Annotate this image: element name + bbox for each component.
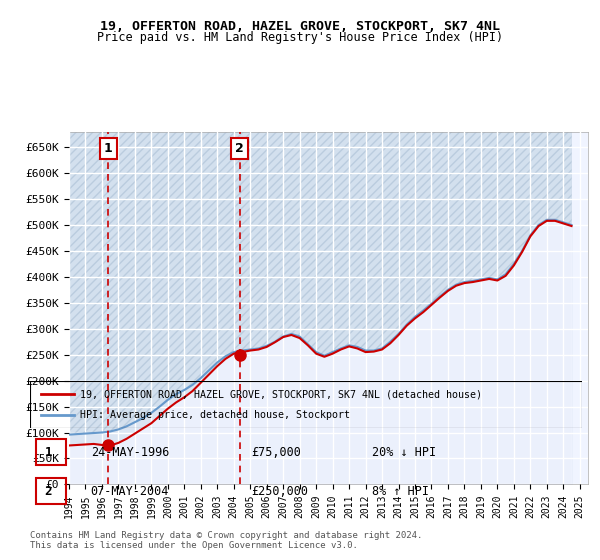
Bar	[35, 478, 66, 504]
Text: 2: 2	[235, 142, 244, 155]
Text: 1: 1	[44, 446, 52, 459]
Text: 1: 1	[104, 142, 113, 155]
Bar	[35, 439, 66, 465]
Text: Price paid vs. HM Land Registry's House Price Index (HPI): Price paid vs. HM Land Registry's House …	[97, 31, 503, 44]
Text: 2: 2	[44, 485, 52, 498]
Text: 24-MAY-1996: 24-MAY-1996	[91, 446, 169, 459]
Text: 20% ↓ HPI: 20% ↓ HPI	[372, 446, 436, 459]
Text: 8% ↑ HPI: 8% ↑ HPI	[372, 485, 429, 498]
Text: 19, OFFERTON ROAD, HAZEL GROVE, STOCKPORT, SK7 4NL: 19, OFFERTON ROAD, HAZEL GROVE, STOCKPOR…	[100, 20, 500, 32]
Text: 19, OFFERTON ROAD, HAZEL GROVE, STOCKPORT, SK7 4NL (detached house): 19, OFFERTON ROAD, HAZEL GROVE, STOCKPOR…	[80, 389, 482, 399]
Text: Contains HM Land Registry data © Crown copyright and database right 2024.
This d: Contains HM Land Registry data © Crown c…	[30, 530, 422, 550]
Text: 07-MAY-2004: 07-MAY-2004	[91, 485, 169, 498]
Text: HPI: Average price, detached house, Stockport: HPI: Average price, detached house, Stoc…	[80, 410, 350, 420]
Text: £250,000: £250,000	[251, 485, 308, 498]
Text: £75,000: £75,000	[251, 446, 301, 459]
